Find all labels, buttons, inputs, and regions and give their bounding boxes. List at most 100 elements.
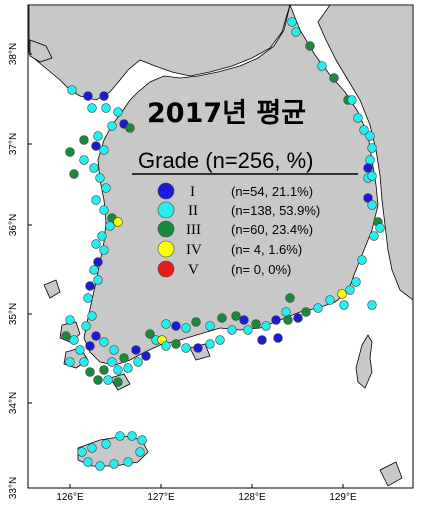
legend-grade-4: IV xyxy=(186,242,202,258)
monitoring-point xyxy=(135,447,145,457)
monitoring-point xyxy=(239,315,249,325)
monitoring-point xyxy=(273,333,283,343)
east-landmass xyxy=(317,4,414,301)
monitoring-point xyxy=(205,339,215,349)
monitoring-point xyxy=(83,457,93,467)
monitoring-point xyxy=(291,27,301,37)
monitoring-point xyxy=(285,293,295,303)
monitoring-point xyxy=(337,289,347,299)
tsushima-island xyxy=(355,334,373,389)
monitoring-point xyxy=(251,319,261,329)
monitoring-point xyxy=(363,163,373,173)
monitoring-point xyxy=(301,307,311,317)
monitoring-point xyxy=(367,171,377,181)
monitoring-point xyxy=(329,73,339,83)
legend-grade-2: II xyxy=(188,203,198,219)
monitoring-point xyxy=(131,345,141,355)
monitoring-point xyxy=(261,321,271,331)
monitoring-point xyxy=(85,367,95,377)
monitoring-point xyxy=(367,143,377,153)
monitoring-point xyxy=(95,461,105,471)
monitoring-point xyxy=(83,293,93,303)
monitoring-point xyxy=(127,431,137,441)
monitoring-point xyxy=(357,255,367,265)
monitoring-point xyxy=(69,169,79,179)
monitoring-point xyxy=(91,141,101,151)
monitoring-point xyxy=(133,357,143,367)
monitoring-point xyxy=(97,231,107,241)
legend-title: Grade (n=256, %) xyxy=(138,148,313,173)
monitoring-point xyxy=(103,375,113,385)
monitoring-point xyxy=(93,275,103,285)
monitoring-point xyxy=(113,107,123,117)
monitoring-point xyxy=(257,335,267,345)
legend-marker-grade-2 xyxy=(157,201,175,219)
legend-marker-grade-1 xyxy=(157,182,175,200)
legend-count-grade-5: (n= 0, 0%) xyxy=(231,262,291,277)
monitoring-point xyxy=(305,41,315,51)
monitoring-point xyxy=(347,95,357,105)
monitoring-point xyxy=(109,345,119,355)
monitoring-point xyxy=(99,205,109,215)
monitoring-point xyxy=(75,345,85,355)
legend-count-grade-2: (n=138, 53.9%) xyxy=(231,203,320,218)
lat-label: 37°N xyxy=(8,133,19,155)
monitoring-point xyxy=(191,317,201,327)
monitoring-point xyxy=(79,155,89,165)
monitoring-point xyxy=(85,341,95,351)
monitoring-point xyxy=(367,300,377,310)
lat-label: 33°N xyxy=(8,477,19,499)
monitoring-point xyxy=(287,17,297,27)
monitoring-point xyxy=(227,325,237,335)
map-title: 2017년 평균 xyxy=(147,98,306,129)
lon-label: 128°E xyxy=(238,492,266,503)
monitoring-point xyxy=(359,125,369,135)
monitoring-point xyxy=(101,439,111,449)
monitoring-point xyxy=(81,321,91,331)
land-masses xyxy=(28,3,414,487)
monitoring-point xyxy=(281,307,291,317)
monitoring-point xyxy=(217,313,227,323)
monitoring-point xyxy=(271,315,281,325)
monitoring-point xyxy=(161,319,171,329)
monitoring-point xyxy=(115,431,125,441)
monitoring-point xyxy=(339,300,349,310)
monitoring-point xyxy=(171,339,181,349)
monitoring-point xyxy=(369,231,379,241)
monitoring-point xyxy=(79,357,89,367)
monitoring-point xyxy=(105,221,115,231)
monitoring-point xyxy=(231,311,241,321)
north-landmass xyxy=(28,4,291,101)
monitoring-point xyxy=(87,311,97,321)
lat-label: 36°N xyxy=(8,214,19,236)
south-korea-landmass xyxy=(83,3,379,366)
monitoring-point xyxy=(93,131,103,141)
monitoring-point xyxy=(181,343,191,353)
monitoring-point xyxy=(107,121,117,131)
monitoring-point xyxy=(113,365,123,375)
legend-grade-1: I xyxy=(190,184,195,200)
monitoring-point xyxy=(125,123,135,133)
monitoring-point xyxy=(87,103,97,113)
monitoring-point xyxy=(113,377,123,387)
lat-label: 34°N xyxy=(8,392,19,414)
legend-count-grade-4: (n= 4, 1.6%) xyxy=(231,242,302,257)
monitoring-point xyxy=(113,217,123,227)
monitoring-point xyxy=(67,85,77,95)
monitoring-point xyxy=(375,223,385,233)
monitoring-point xyxy=(283,315,293,325)
monitoring-point xyxy=(89,265,99,275)
monitoring-point xyxy=(107,357,117,367)
monitoring-point xyxy=(141,351,151,361)
legend-count-grade-3: (n=60, 23.4%) xyxy=(231,222,313,237)
monitoring-point xyxy=(91,239,101,249)
monitoring-point xyxy=(101,183,111,193)
legend-marker-grade-5 xyxy=(157,260,175,278)
monitoring-point xyxy=(363,193,373,203)
monitoring-point xyxy=(293,313,303,323)
monitoring-point xyxy=(317,61,327,71)
monitoring-point xyxy=(243,325,253,335)
legend-count-grade-1: (n=54, 21.1%) xyxy=(231,184,313,199)
legend-marker-grade-4 xyxy=(157,240,175,258)
